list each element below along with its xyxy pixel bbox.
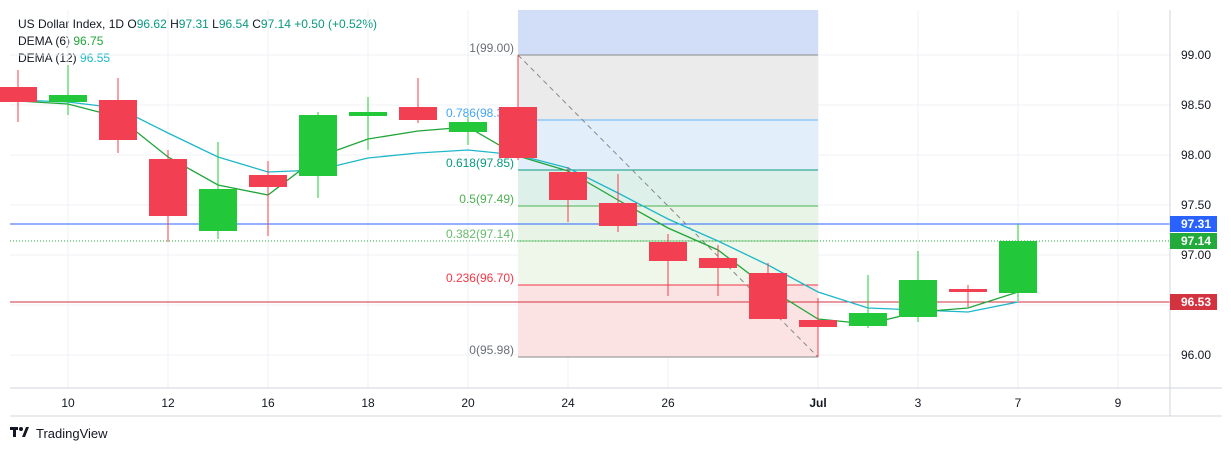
bull-candle (349, 112, 387, 116)
x-tick-label: 16 (261, 396, 275, 410)
y-tick-label: 97.50 (1181, 198, 1211, 212)
chart-legend: US Dollar Index, 1D O96.62 H97.31 L96.54… (18, 16, 377, 67)
bull-candle (999, 241, 1037, 293)
low-value: 96.54 (218, 17, 249, 31)
y-tick-label: 96.00 (1181, 348, 1211, 362)
ohlc-row: US Dollar Index, 1D O96.62 H97.31 L96.54… (18, 16, 377, 33)
fib-level-label: 0(95.98) (469, 343, 514, 357)
bull-candle (49, 95, 87, 102)
close-label: C (252, 17, 261, 31)
price-tag (1170, 216, 1217, 232)
axis-price-labels: 97.31 97.14 96.53 (1170, 216, 1217, 310)
low-label: L (212, 17, 219, 31)
dema6-value: 96.75 (73, 34, 104, 48)
bull-candle (849, 313, 887, 326)
fib-level-label: 1(99.00) (469, 41, 514, 55)
y-tick-label: 98.00 (1181, 148, 1211, 162)
open-label: O (127, 17, 137, 31)
bear-candle (249, 175, 287, 187)
axes: 96.0096.5097.0097.5098.0098.5099.0010121… (10, 10, 1222, 417)
high-label: H (170, 17, 179, 31)
symbol-title: US Dollar Index, 1D (18, 17, 125, 31)
bear-candle (699, 258, 737, 268)
candles[interactable] (0, 55, 1037, 357)
y-tick-label: 97.00 (1181, 248, 1211, 262)
x-tick-label: 20 (461, 396, 475, 410)
high-value: 97.31 (178, 17, 209, 31)
fib-zone (518, 55, 818, 120)
price-tag (1170, 294, 1217, 310)
price-tag-label: 96.53 (1181, 295, 1211, 309)
bull-candle (449, 122, 487, 132)
x-tick-label: 24 (561, 396, 575, 410)
bull-candle (199, 189, 237, 231)
bear-candle (149, 159, 187, 216)
y-tick-label: 98.50 (1181, 98, 1211, 112)
bear-candle (549, 172, 587, 200)
bear-candle (499, 107, 537, 158)
fib-zone (518, 120, 818, 170)
x-tick-label: 26 (661, 396, 675, 410)
price-tag-label: 97.14 (1181, 234, 1211, 248)
x-tick-label: Jul (809, 396, 826, 410)
dema6-legend[interactable]: DEMA (6) 96.75 (18, 33, 377, 50)
bull-candle (299, 115, 337, 176)
x-tick-label: 3 (915, 396, 922, 410)
change-value: +0.50 (+0.52%) (294, 17, 377, 31)
bear-candle (649, 242, 687, 261)
price-tag (1170, 233, 1217, 249)
fib-level-label: 0.236(96.70) (446, 271, 514, 285)
y-tick-label: 99.00 (1181, 48, 1211, 62)
x-tick-label: 18 (361, 396, 375, 410)
x-tick-label: 7 (1015, 396, 1022, 410)
tv-logo-mark (10, 427, 29, 437)
x-tick-label: 9 (1115, 396, 1122, 410)
bear-candle (949, 289, 987, 292)
price-tag-label: 97.31 (1181, 217, 1211, 231)
bear-candle (399, 107, 437, 120)
x-tick-label: 10 (61, 396, 75, 410)
tradingview-brand[interactable]: TradingView (10, 426, 108, 441)
bear-candle (0, 87, 37, 102)
bear-candle (749, 273, 787, 319)
bear-candle (599, 203, 637, 226)
fib-level-label: 0.382(97.14) (446, 227, 514, 241)
brand-name: TradingView (36, 426, 108, 441)
bear-candle (799, 320, 837, 327)
fib-top-band (518, 10, 818, 55)
fib-level-label: 0.786(98.35) (446, 106, 514, 120)
open-value: 96.62 (136, 17, 167, 31)
dema6-label: DEMA (6) (18, 34, 71, 48)
x-tick-label: 12 (161, 396, 175, 410)
fib-level-label: 0.618(97.85) (446, 156, 514, 170)
fib-level-label: 0.5(97.49) (459, 192, 514, 206)
bear-candle (99, 100, 137, 140)
tradingview-logo-icon (10, 426, 30, 441)
bull-candle (899, 280, 937, 317)
